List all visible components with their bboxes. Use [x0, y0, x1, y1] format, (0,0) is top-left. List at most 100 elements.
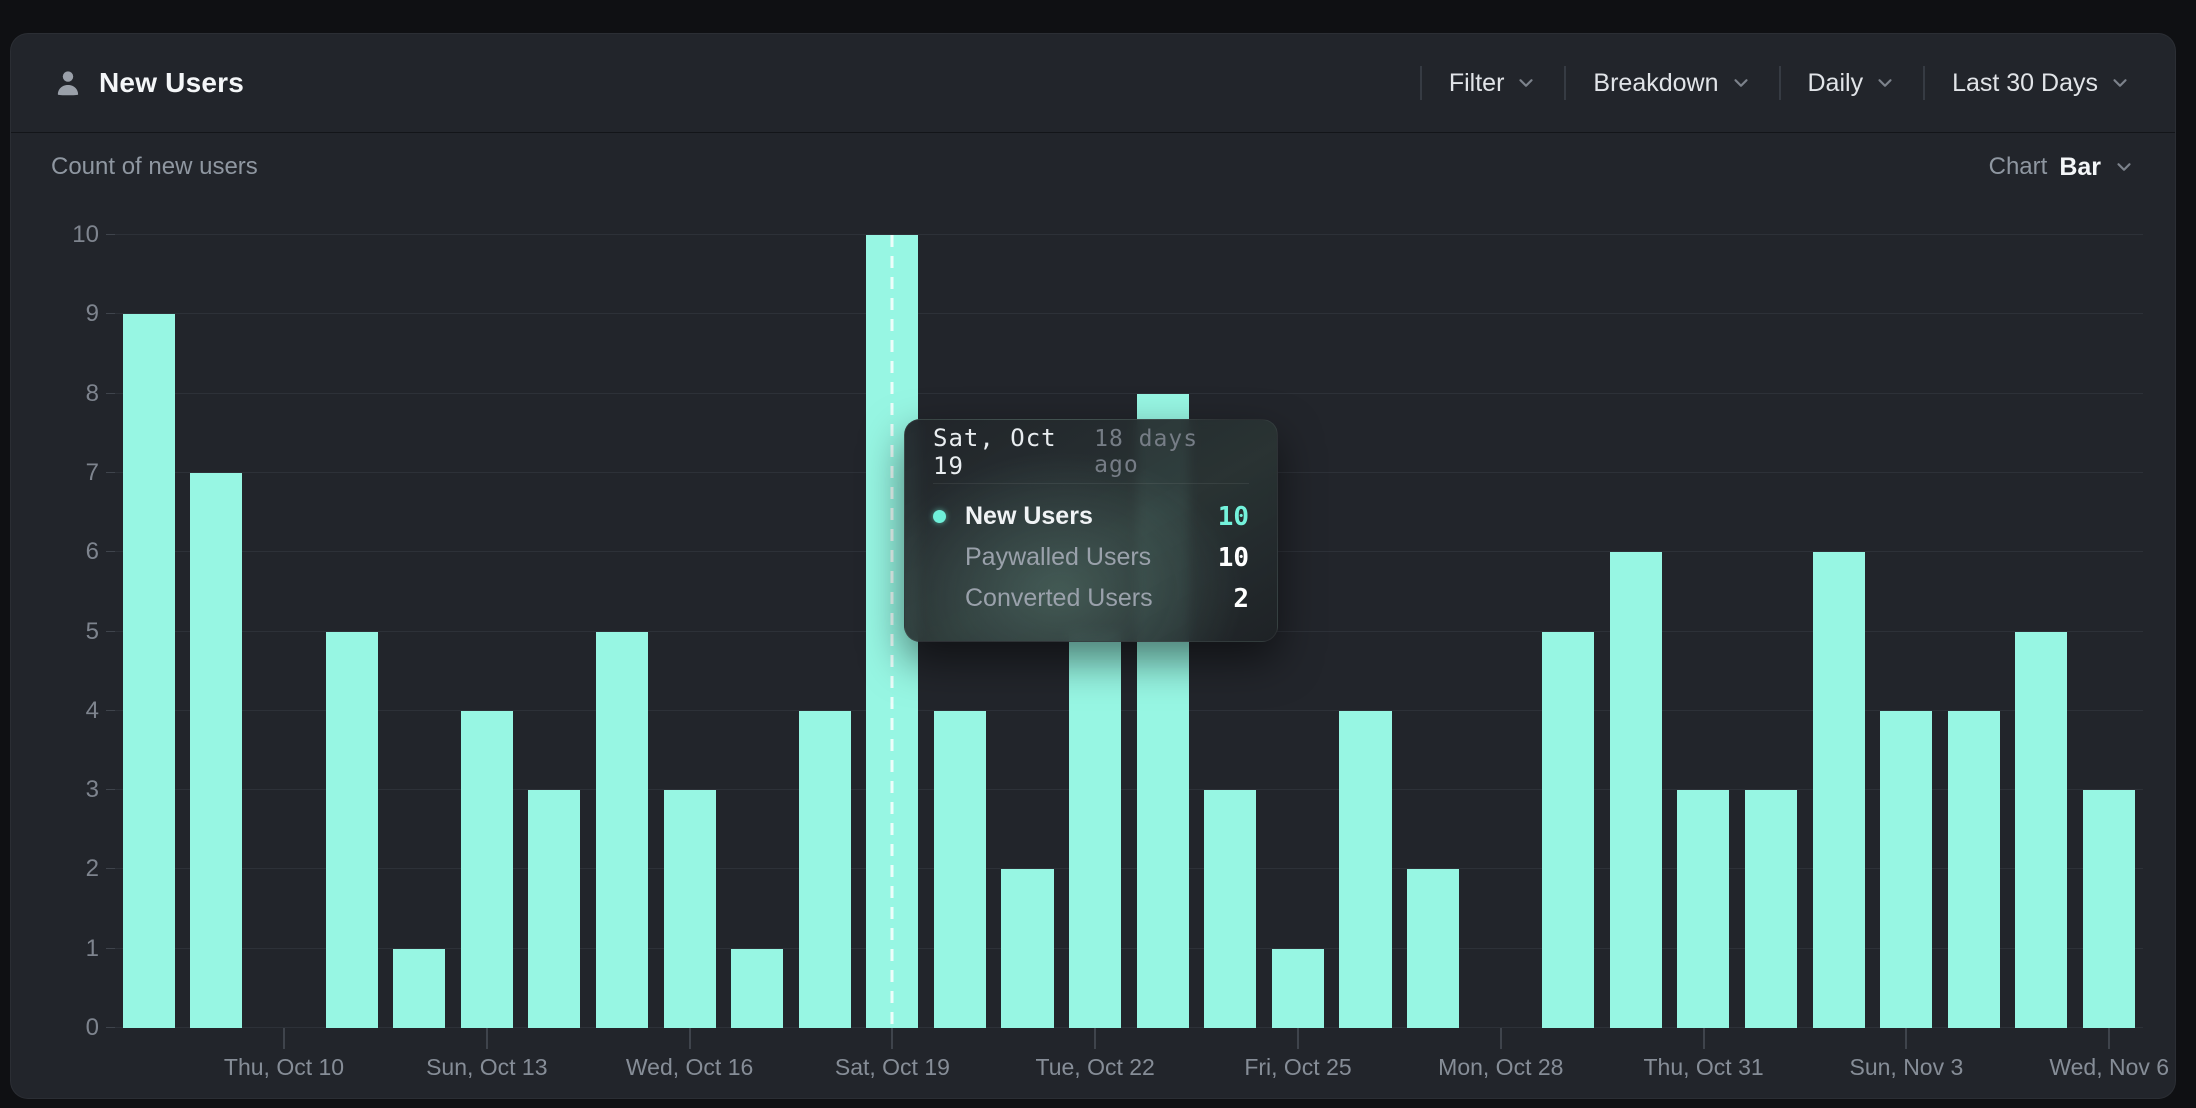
metric-label: Count of new users — [51, 153, 258, 180]
y-axis-label: 4 — [85, 696, 99, 724]
y-gridline — [106, 313, 2143, 315]
bar[interactable] — [1880, 710, 1933, 1028]
bar-slot-oct-14[interactable] — [521, 235, 589, 1028]
filter-dropdown[interactable]: Filter — [1422, 69, 1565, 98]
bar[interactable] — [1271, 948, 1324, 1028]
tooltip-body: New Users 10 Paywalled Users 10 Converte… — [933, 484, 1249, 619]
tooltip-row-label: New Users — [965, 502, 1093, 530]
y-axis-label: 1 — [85, 934, 99, 962]
filter-dropdown-label: Filter — [1448, 68, 1505, 97]
x-axis-label: Sun, Nov 3 — [1849, 1054, 1964, 1080]
bar-slot-oct-25[interactable] — [1264, 235, 1332, 1028]
bar[interactable] — [2015, 631, 2068, 1028]
y-axis-label: 9 — [85, 300, 99, 328]
bar-slot-nov-3[interactable] — [1872, 235, 1940, 1028]
chevron-down-icon — [2113, 156, 2135, 178]
bar-slot-oct-21[interactable] — [994, 235, 1062, 1028]
bar-slot-oct-9[interactable] — [183, 235, 251, 1028]
bar-slot-nov-4[interactable] — [1940, 235, 2008, 1028]
breakdown-dropdown[interactable]: Breakdown — [1566, 69, 1778, 98]
bar[interactable] — [460, 710, 513, 1028]
y-axis-label: 5 — [85, 617, 99, 645]
bar[interactable] — [1745, 790, 1798, 1028]
title-group: New Users — [51, 66, 244, 100]
chevron-down-icon — [1730, 72, 1752, 94]
bar[interactable] — [1001, 869, 1054, 1028]
series-dot-icon — [933, 510, 946, 523]
bar[interactable] — [1609, 552, 1662, 1028]
bar-slot-oct-17[interactable] — [723, 235, 791, 1028]
bar[interactable] — [663, 790, 716, 1028]
y-axis-label: 8 — [85, 379, 99, 407]
bar[interactable] — [325, 631, 378, 1028]
y-axis-label: 6 — [85, 538, 99, 566]
bar-slot-oct-13[interactable] — [453, 235, 521, 1028]
y-axis-label: 2 — [85, 855, 99, 883]
bar-slot-oct-15[interactable] — [588, 235, 656, 1028]
bar-slot-oct-28[interactable] — [1467, 235, 1535, 1028]
bar-slot-oct-27[interactable] — [1399, 235, 1467, 1028]
granularity-dropdown[interactable]: Daily — [1781, 69, 1924, 98]
tooltip-row-value: 2 — [1233, 583, 1249, 614]
y-axis-label: 7 — [85, 458, 99, 486]
bar[interactable] — [1812, 552, 1865, 1028]
bar[interactable] — [2082, 790, 2136, 1028]
bar-slot-oct-10[interactable] — [250, 235, 318, 1028]
bar-slot-oct-26[interactable] — [1332, 235, 1400, 1028]
bar-slot-nov-2[interactable] — [1805, 235, 1873, 1028]
bar-slot-oct-24[interactable] — [1197, 235, 1265, 1028]
bar-slot-oct-16[interactable] — [656, 235, 724, 1028]
chart-type-select[interactable]: Chart Bar — [1989, 153, 2135, 182]
chart-type-value: Bar — [2059, 152, 2101, 181]
y-gridline — [106, 1027, 2143, 1028]
bar-slot-oct-31[interactable] — [1670, 235, 1738, 1028]
chevron-down-icon — [1874, 72, 1896, 94]
bar[interactable] — [933, 710, 986, 1028]
bar[interactable] — [798, 710, 851, 1028]
bar[interactable] — [731, 948, 784, 1028]
bar[interactable] — [528, 790, 581, 1028]
bar[interactable] — [1339, 710, 1392, 1028]
chevron-down-icon — [1515, 72, 1537, 94]
x-axis-label: Sun, Oct 13 — [426, 1054, 548, 1080]
bar-slot-oct-8[interactable] — [115, 235, 183, 1028]
x-axis-label: Thu, Oct 31 — [1643, 1054, 1764, 1080]
bar-slot-nov-1[interactable] — [1737, 235, 1805, 1028]
bar[interactable] — [1947, 710, 2000, 1028]
bar[interactable] — [1204, 790, 1257, 1028]
tooltip-row-new-users: New Users 10 — [933, 496, 1249, 537]
panel-header: New Users Filter Breakdown Daily Last 30… — [11, 34, 2175, 133]
x-axis-label: Fri, Oct 25 — [1244, 1054, 1352, 1080]
bar[interactable] — [595, 631, 648, 1028]
bar[interactable] — [1542, 631, 1595, 1028]
bar[interactable] — [1069, 631, 1122, 1028]
x-tick — [1499, 1028, 1502, 1049]
bar[interactable] — [122, 314, 175, 1028]
date-range-dropdown[interactable]: Last 30 Days — [1925, 69, 2135, 98]
bar-slot-oct-22[interactable] — [1061, 235, 1129, 1028]
bar-slot-oct-29[interactable] — [1534, 235, 1602, 1028]
date-range-dropdown-label: Last 30 Days — [1952, 68, 2098, 97]
y-axis-label: 0 — [85, 1014, 99, 1041]
bar-slot-oct-30[interactable] — [1602, 235, 1670, 1028]
bar-slot-nov-5[interactable] — [2008, 235, 2076, 1028]
x-tick — [1297, 1028, 1299, 1049]
tooltip-relative-time: 18 days ago — [1094, 425, 1199, 478]
x-axis-label: Wed, Oct 16 — [625, 1054, 754, 1080]
bar[interactable] — [393, 948, 446, 1028]
y-axis-label: 3 — [85, 776, 99, 804]
tooltip-row-value: 10 — [1217, 542, 1249, 573]
bar-slot-oct-12[interactable] — [385, 235, 453, 1028]
tooltip-row-label: Converted Users — [965, 584, 1153, 612]
bar[interactable] — [1677, 790, 1730, 1028]
bar-slot-oct-18[interactable] — [791, 235, 859, 1028]
bar-slot-oct-20[interactable] — [926, 235, 994, 1028]
x-tick — [688, 1028, 691, 1049]
x-tick — [1702, 1028, 1705, 1049]
bar-slot-nov-6[interactable] — [2075, 235, 2143, 1028]
bar[interactable] — [190, 472, 243, 1028]
y-gridline — [106, 947, 2143, 949]
divider — [1419, 66, 1422, 100]
bar[interactable] — [1407, 869, 1460, 1028]
bar-slot-oct-11[interactable] — [318, 235, 386, 1028]
